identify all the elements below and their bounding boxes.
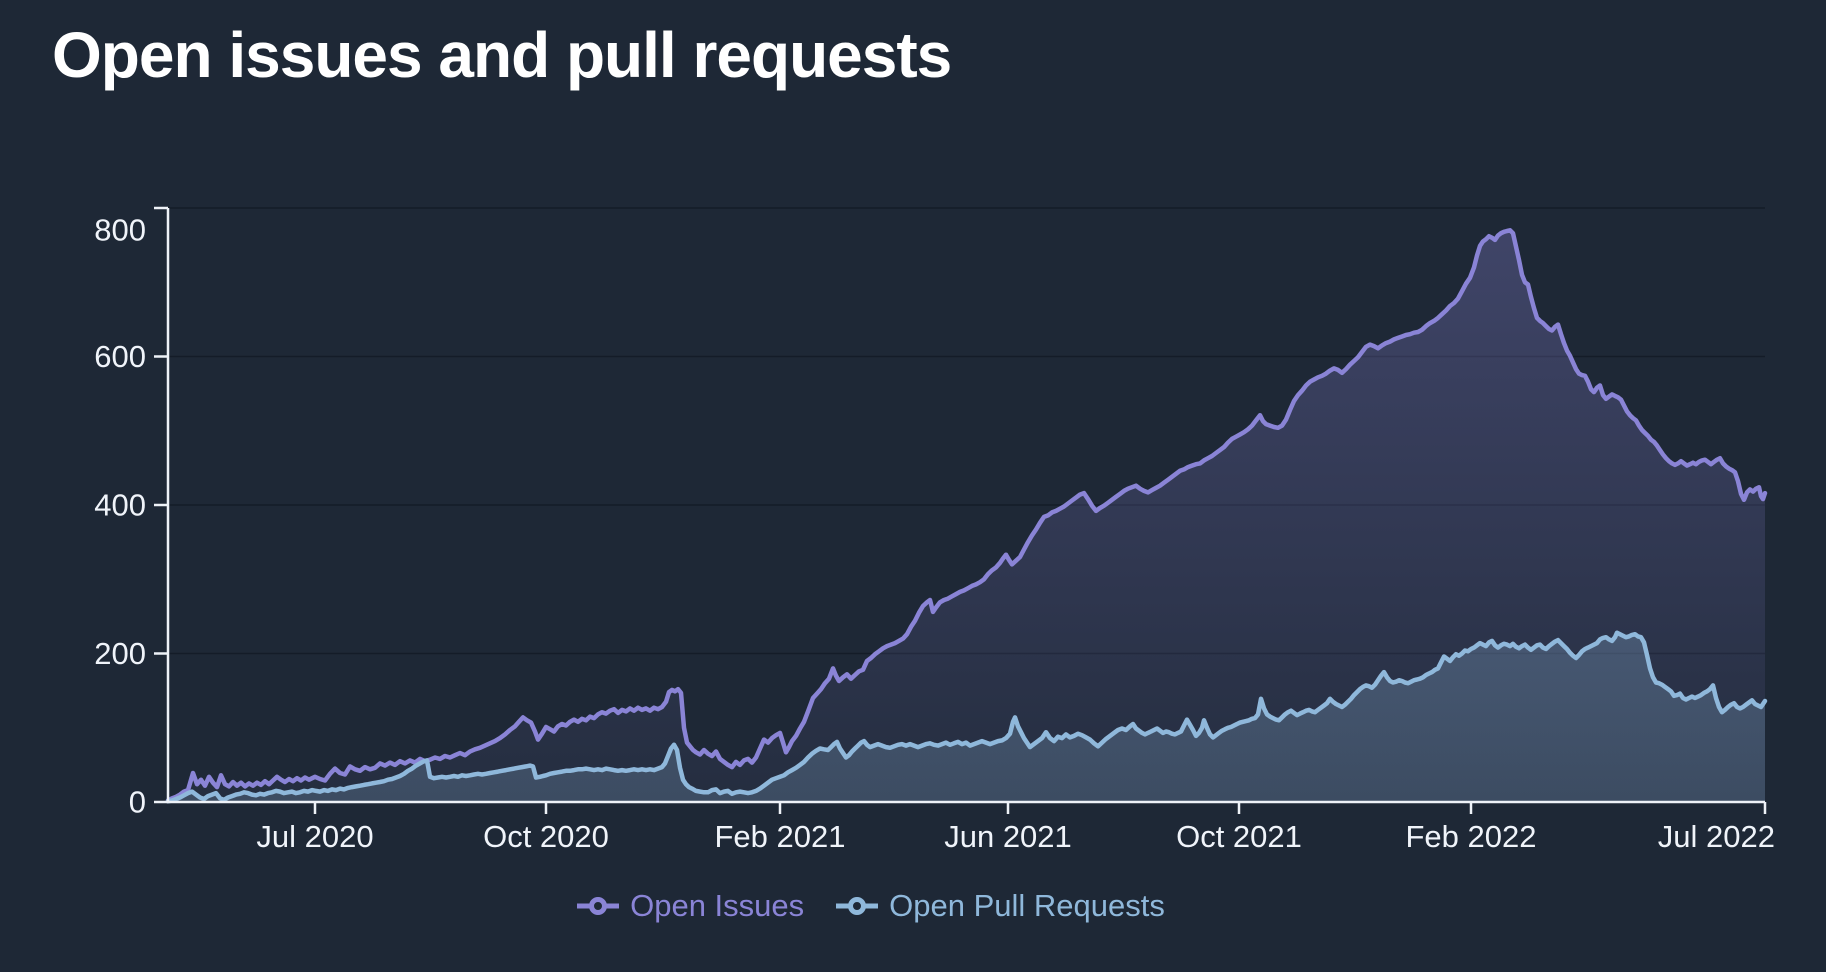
y-axis-label-200: 200 bbox=[94, 636, 146, 671]
legend: Open Issues Open Pull Requests bbox=[0, 880, 1740, 932]
y-axis-label-400: 400 bbox=[94, 488, 146, 523]
x-axis-label-6: Jul 2022 bbox=[1658, 819, 1775, 854]
open-issues-area bbox=[168, 230, 1765, 802]
open-issues-legend-icon bbox=[577, 897, 620, 915]
open-pull-requests-line bbox=[165, 630, 1768, 804]
x-axis-label-2: Feb 2021 bbox=[715, 819, 846, 854]
legend-label-open-issues: Open Issues bbox=[630, 888, 805, 923]
y-axis-label-0: 0 bbox=[129, 785, 146, 820]
x-axis-label-1: Oct 2020 bbox=[483, 819, 609, 854]
legend-label-open-pull-requests: Open Pull Requests bbox=[889, 888, 1165, 923]
open-issues-line bbox=[165, 228, 1768, 803]
open-pull-requests-legend-icon bbox=[836, 897, 879, 915]
open-pull-requests-area bbox=[168, 632, 1765, 802]
y-axis-label-800: 800 bbox=[94, 213, 146, 248]
legend-item-open-pull-requests[interactable]: Open Pull Requests bbox=[834, 888, 1165, 924]
y-axis-label-600: 600 bbox=[94, 339, 146, 374]
x-axis-label-4: Oct 2021 bbox=[1176, 819, 1302, 854]
page-title: Open issues and pull requests bbox=[52, 19, 952, 91]
x-axis-label-5: Feb 2022 bbox=[1406, 819, 1537, 854]
legend-item-open-issues[interactable]: Open Issues bbox=[575, 888, 804, 924]
x-axis-label-0: Jul 2020 bbox=[256, 819, 373, 854]
x-axis-label-3: Jun 2021 bbox=[944, 819, 1072, 854]
